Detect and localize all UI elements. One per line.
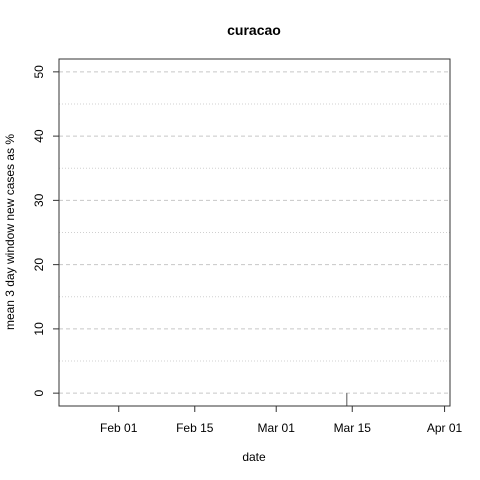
series-layer [58,59,348,406]
y-tick-label: 10 [32,322,46,336]
x-tick-label: Feb 01 [100,421,138,435]
y-tick-label: 0 [32,389,46,396]
y-tick-label: 30 [32,193,46,207]
y-tick-label: 20 [32,258,46,272]
x-tick-label: Mar 15 [334,421,372,435]
grid [59,71,450,394]
y-tick-label: 40 [32,129,46,143]
x-tick-label: Feb 15 [176,421,214,435]
x-axis: Feb 01 Feb 15 Mar 01 Mar 15 Apr 01 [100,406,463,435]
x-axis-label: date [242,450,266,464]
x-tick-label: Mar 01 [258,421,296,435]
y-tick-label: 50 [32,65,46,79]
x-tick-label: Apr 01 [427,421,463,435]
y-axis: 0 10 20 30 40 50 [32,65,59,396]
chart-title: curacao [227,22,281,38]
plot-frame [58,58,451,407]
y-axis-label: mean 3 day window new cases as % [3,134,17,330]
